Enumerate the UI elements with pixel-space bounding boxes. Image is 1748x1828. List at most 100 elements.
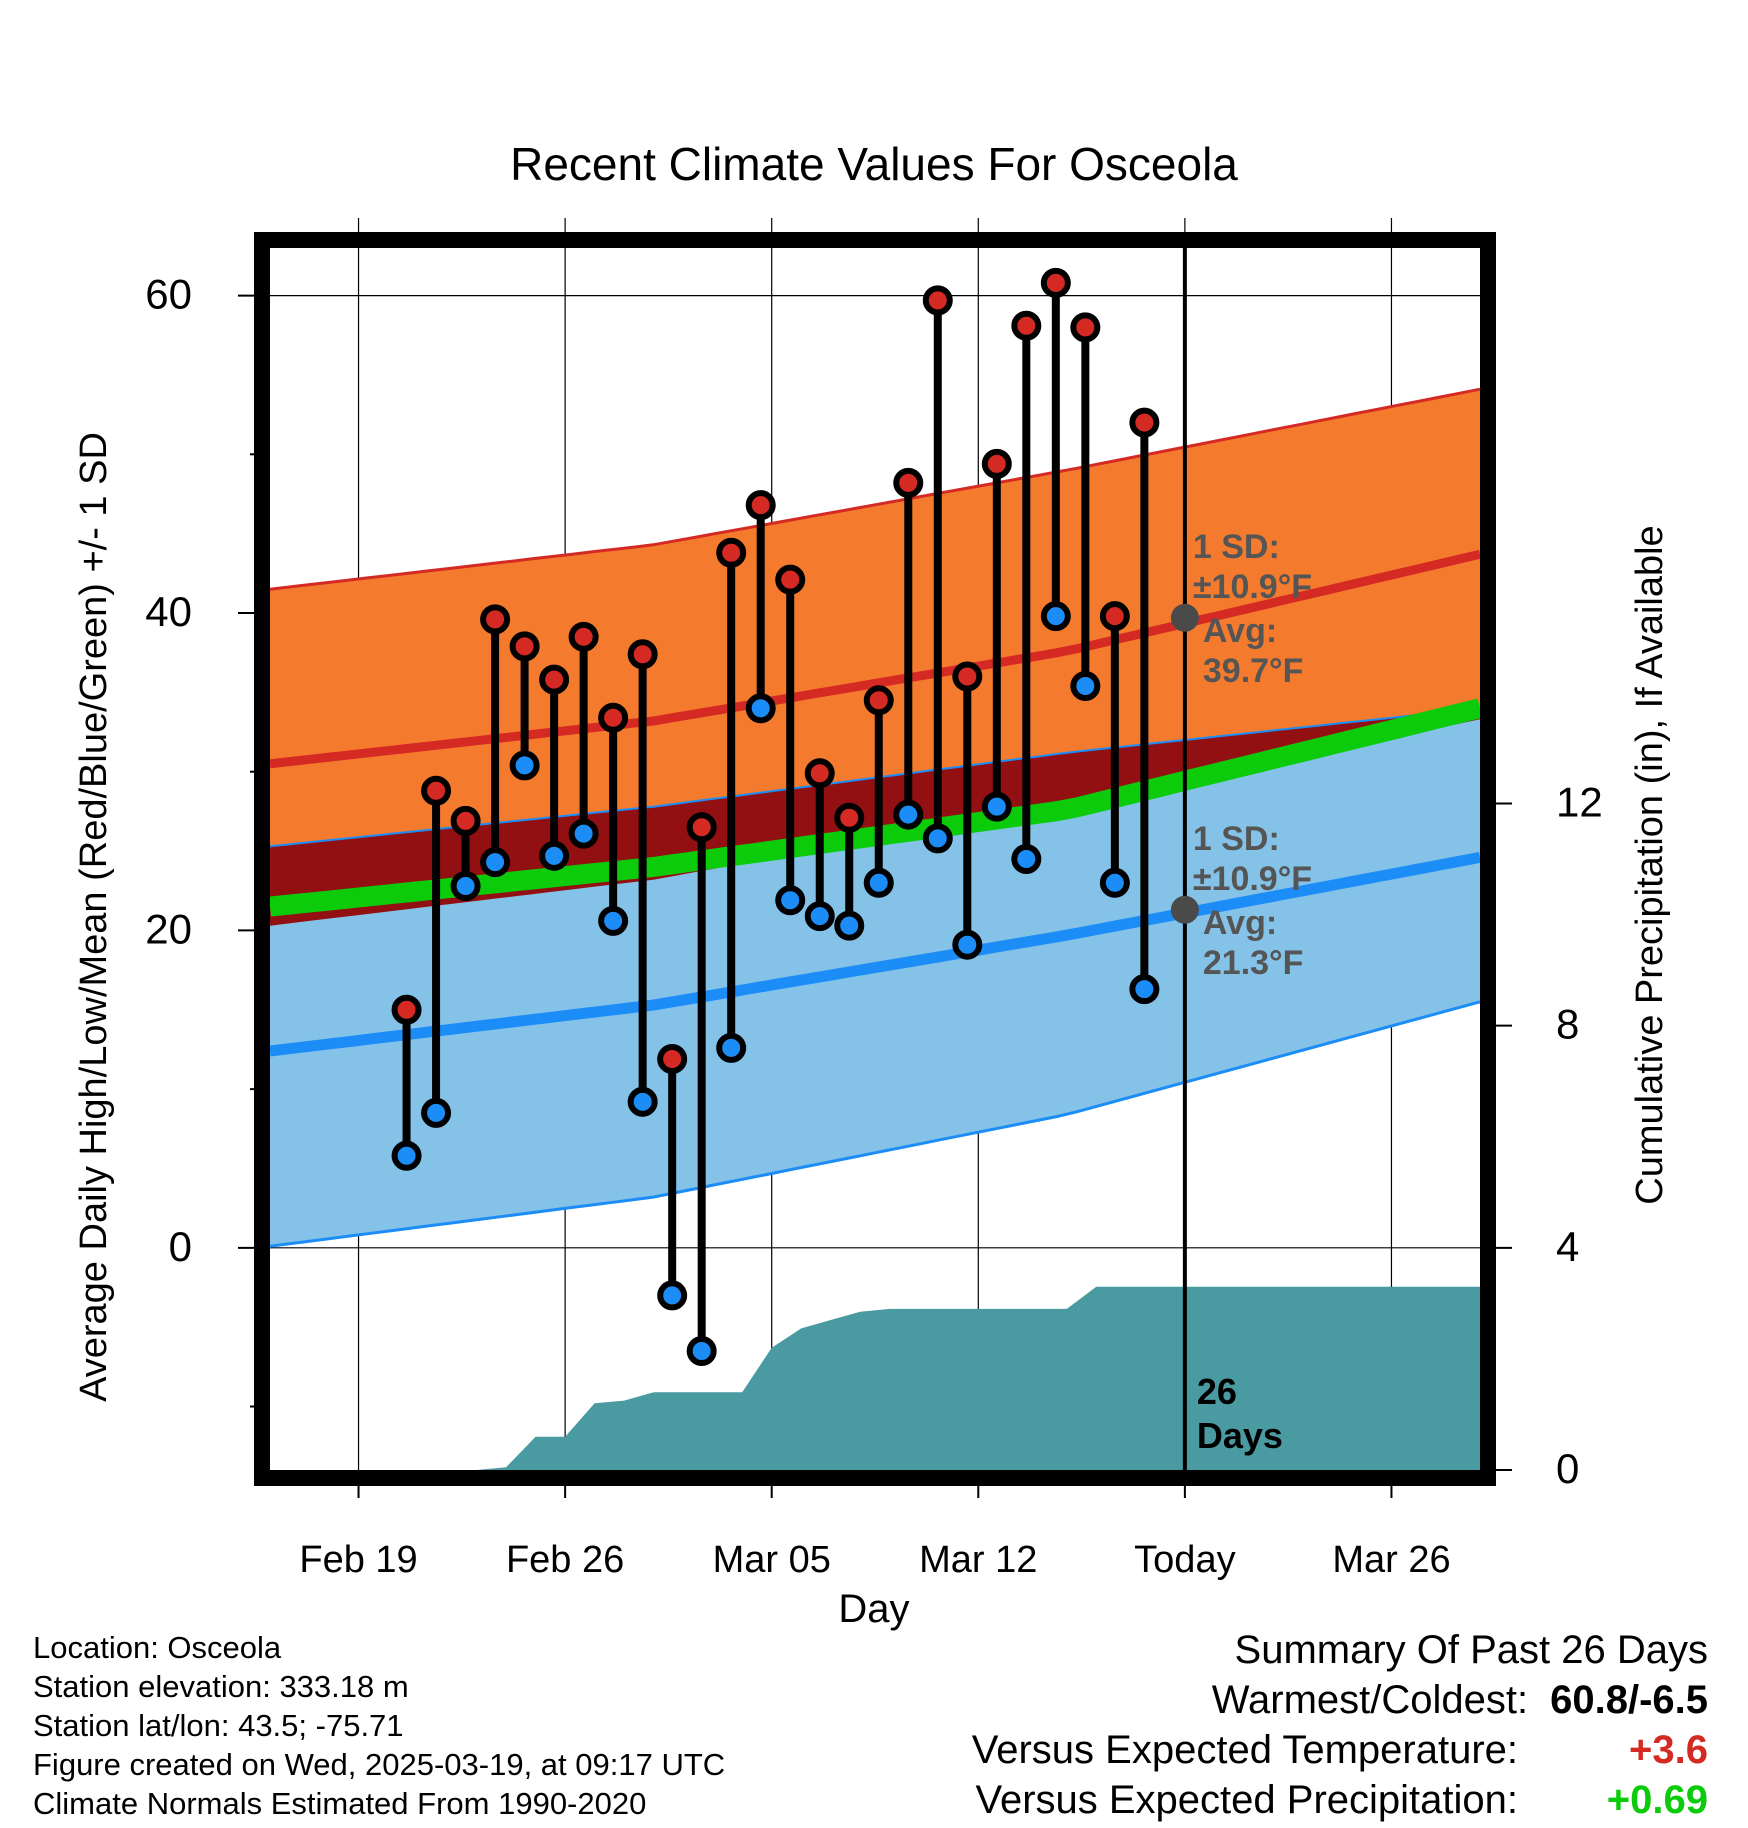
- summary-title: Summary Of Past 26 Days: [1234, 1628, 1708, 1672]
- temp-label: Versus Expected Temperature:: [971, 1728, 1518, 1772]
- obs-low-point: [863, 867, 894, 898]
- location-text: Location: Osceola: [33, 1630, 282, 1665]
- chart-title: Recent Climate Values For Osceola: [510, 138, 1238, 190]
- high-upper-line: [269, 387, 1481, 591]
- days-count-label: 26: [1197, 1371, 1237, 1412]
- created-text: Figure created on Wed, 2025-03-19, at 09…: [33, 1747, 726, 1782]
- y2-tick-label: 12: [1556, 778, 1603, 825]
- high-sd-annotation: ±10.9°F: [1193, 568, 1312, 606]
- y-tick-label: 60: [145, 271, 192, 318]
- obs-high-point: [657, 1043, 688, 1074]
- obs-low-point: [686, 1335, 717, 1366]
- low-sd-annotation: ±10.9°F: [1193, 860, 1312, 898]
- obs-high-point: [1129, 407, 1160, 438]
- x-tick-label: Mar 05: [713, 1539, 831, 1581]
- obs-low-point: [1129, 974, 1160, 1005]
- obs-high-point: [893, 467, 924, 498]
- obs-low-point: [509, 750, 540, 781]
- obs-high-point: [627, 639, 658, 670]
- summary-temp-row: Versus Expected Temperature: +3.6: [808, 1725, 1708, 1775]
- low-avg-annotation: 21.3°F: [1203, 944, 1304, 982]
- normals-text: Climate Normals Estimated From 1990-2020: [33, 1786, 647, 1821]
- high-normal-line: [269, 549, 1482, 769]
- plot-border: [254, 232, 1496, 1486]
- low-sd-annotation: 1 SD:: [1193, 820, 1280, 858]
- y-axis-label: Average Daily High/Low/Mean (Red/Blue/Gr…: [73, 432, 115, 1402]
- obs-low-point: [421, 1097, 452, 1128]
- obs-low-point: [1040, 601, 1071, 632]
- warm-cold-value: 60.8/-6.5: [1550, 1678, 1708, 1722]
- high-sd-annotation: 1 SD:: [1193, 528, 1280, 566]
- obs-high-point: [1011, 310, 1042, 341]
- axes: Feb 19 Feb 26 Mar 05 Mar 12 Today Mar 2602040…: [145, 271, 1602, 1581]
- low-lower-line: [269, 1000, 1481, 1248]
- low-avg-annotation: Avg:: [1203, 904, 1277, 942]
- obs-high-point: [598, 702, 629, 733]
- plot-frame: [254, 232, 1496, 1486]
- observations: [391, 267, 1160, 1366]
- y-tick-label: 20: [145, 905, 192, 952]
- obs-high-point: [391, 994, 422, 1025]
- obs-low-point: [1070, 671, 1101, 702]
- obs-low-point: [1011, 844, 1042, 874]
- obs-low-point: [775, 885, 806, 916]
- obs-high-point: [745, 490, 776, 521]
- y2-axis-label: Cumulative Precipitation (in), If Availa…: [1629, 525, 1671, 1204]
- obs-high-point: [922, 285, 953, 316]
- precip-area-group: [270, 1286, 1480, 1470]
- high-sd-band: [270, 389, 1480, 926]
- obs-low-point: [834, 910, 865, 941]
- warm-cold-label: Warmest/Coldest:: [1211, 1678, 1529, 1722]
- station-info: Location: Osceola Station elevation: 333…: [33, 1628, 833, 1823]
- latlon-text: Station lat/lon: 43.5; -75.71: [33, 1708, 404, 1743]
- obs-low-point: [716, 1032, 747, 1063]
- obs-low-point: [539, 840, 570, 871]
- obs-low-point: [657, 1280, 688, 1311]
- obs-low-point: [627, 1086, 658, 1117]
- obs-low-point: [568, 818, 599, 849]
- obs-high-point: [1070, 312, 1101, 343]
- today-low-avg-dot: [1170, 895, 1199, 924]
- x-tick-label: Mar 26: [1332, 1539, 1450, 1581]
- y2-tick-label: 4: [1556, 1223, 1579, 1270]
- x-tick-label: Today: [1134, 1539, 1235, 1581]
- precip-value: +0.69: [1606, 1778, 1708, 1822]
- obs-high-point: [981, 448, 1012, 479]
- obs-low-point: [981, 791, 1012, 822]
- y2-tick-label: 8: [1556, 1001, 1579, 1048]
- obs-low-point: [1099, 867, 1130, 898]
- obs-high-point: [509, 631, 540, 662]
- obs-high-point: [686, 812, 717, 843]
- obs-high-point: [539, 664, 570, 695]
- obs-high-point: [1040, 267, 1071, 298]
- obs-high-point: [450, 805, 481, 836]
- precip-label: Versus Expected Precipitation:: [975, 1778, 1518, 1822]
- obs-high-point: [834, 802, 865, 833]
- obs-low-point: [745, 693, 776, 724]
- today-high-avg-dot: [1170, 603, 1199, 632]
- y-tick-label: 40: [145, 588, 192, 635]
- obs-high-point: [1099, 601, 1130, 632]
- obs-low-point: [391, 1140, 422, 1171]
- summary-panel: Summary Of Past 26 Days Warmest/Coldest:…: [808, 1625, 1708, 1825]
- obs-high-point: [480, 604, 511, 635]
- obs-low-point: [450, 870, 481, 901]
- obs-low-point: [952, 929, 983, 960]
- x-tick-label: Feb 19: [299, 1539, 417, 1581]
- y-tick-label: 0: [169, 1223, 192, 1270]
- obs-low-point: [922, 823, 953, 854]
- y2-tick-label: 0: [1556, 1445, 1579, 1492]
- elevation-text: Station elevation: 333.18 m: [33, 1669, 409, 1704]
- obs-low-point: [598, 905, 629, 936]
- x-axis-label: Day: [838, 1587, 909, 1631]
- high-avg-annotation: Avg:: [1203, 612, 1277, 650]
- obs-low-point: [893, 799, 924, 830]
- days-word-label: Days: [1197, 1415, 1283, 1456]
- obs-high-point: [863, 685, 894, 716]
- precip-area: [270, 1286, 1480, 1470]
- summary-warm-cold-row: Warmest/Coldest: 60.8/-6.5: [808, 1675, 1708, 1725]
- obs-high-point: [716, 537, 747, 568]
